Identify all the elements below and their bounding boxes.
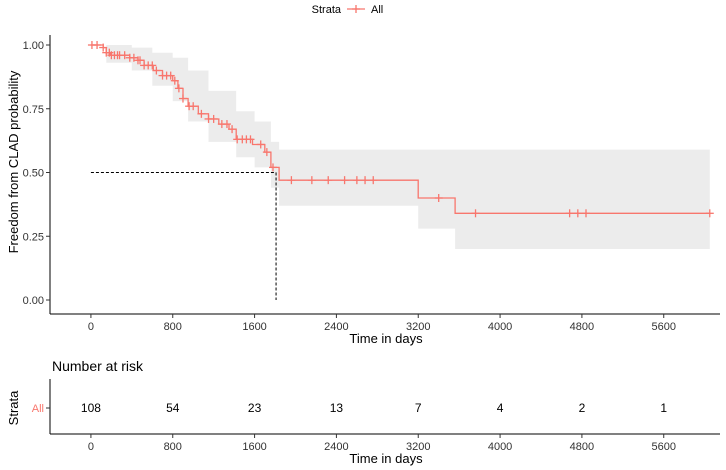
- censor-mark: [136, 56, 145, 65]
- x-tick-label: 4000: [488, 321, 512, 333]
- censor-mark: [148, 61, 157, 70]
- x-tick-label: 2400: [324, 321, 348, 333]
- y-tick-label: 0.50: [23, 168, 44, 180]
- x-tick-label: 3200: [406, 321, 430, 333]
- censor-mark: [471, 209, 480, 218]
- censor-marks: [87, 41, 714, 218]
- censor-mark: [170, 76, 179, 85]
- ci-band: [90, 45, 710, 249]
- censor-mark: [352, 176, 361, 185]
- censor-mark: [573, 209, 582, 218]
- risk-value: 13: [330, 401, 344, 415]
- y-tick-label: 0.00: [23, 295, 44, 307]
- main-x-ticks: 0 800 1600 2400 3200 4000 4800 5600: [88, 314, 676, 333]
- risk-x-ticks: 0 800 1600 2400 3200 4000 4800 5600: [88, 434, 676, 453]
- censor-mark: [166, 71, 175, 80]
- y-tick-label: 0.25: [23, 231, 44, 243]
- censor-mark: [174, 84, 183, 93]
- risk-x-tick-label: 5600: [651, 441, 675, 453]
- censor-mark: [197, 109, 206, 118]
- y-tick-label: 1.00: [23, 40, 44, 52]
- risk-table-title: Number at risk: [52, 358, 144, 374]
- censor-mark: [178, 94, 187, 103]
- x-tick-label: 1600: [242, 321, 266, 333]
- risk-x-axis-title: Time in days: [349, 451, 423, 466]
- censor-mark: [93, 41, 102, 49]
- risk-x-tick-label: 1600: [242, 441, 266, 453]
- legend-entry-all: All: [371, 4, 383, 16]
- censor-mark: [222, 120, 231, 129]
- censor-mark: [209, 114, 218, 123]
- censor-mark: [256, 140, 265, 149]
- risk-x-tick-label: 4800: [570, 441, 594, 453]
- risk-values: 108 54 23 13 7 4 2 1: [81, 401, 667, 415]
- y-tick-label: 0.75: [23, 104, 44, 116]
- risk-x-tick-label: 2400: [324, 441, 348, 453]
- censor-mark: [129, 53, 138, 62]
- censor-mark: [705, 209, 714, 218]
- censor-mark: [99, 43, 108, 52]
- main-y-axis-title: Freedom from CLAD probability: [6, 70, 21, 253]
- median-reference-lines: [90, 172, 277, 300]
- legend-title: Strata: [312, 4, 342, 16]
- x-tick-label: 5600: [651, 321, 675, 333]
- risk-x-tick-label: 800: [164, 441, 182, 453]
- censor-mark: [582, 209, 590, 218]
- confidence-band: [90, 45, 710, 249]
- main-y-ticks: 0.00 0.25 0.50 0.75 1.00: [23, 40, 50, 307]
- risk-value: 23: [248, 401, 262, 415]
- censor-mark: [307, 176, 316, 185]
- censor-mark: [361, 176, 370, 185]
- risk-value: 1: [660, 401, 667, 415]
- censor-mark: [565, 209, 574, 218]
- risk-x-tick-label: 4000: [488, 441, 512, 453]
- x-tick-label: 0: [88, 321, 94, 333]
- risk-value: 7: [415, 401, 422, 415]
- risk-value: 54: [166, 401, 180, 415]
- censor-mark: [324, 176, 333, 185]
- risk-row-label: All: [32, 403, 44, 415]
- censor-mark: [189, 102, 198, 111]
- censor-mark: [434, 194, 443, 202]
- censor-mark: [228, 125, 237, 134]
- censor-mark: [246, 135, 255, 144]
- risk-y-axis-title: Strata: [6, 390, 21, 425]
- risk-value: 108: [81, 401, 101, 415]
- censor-mark: [120, 51, 129, 60]
- risk-x-tick-label: 0: [88, 441, 94, 453]
- x-tick-label: 4800: [570, 321, 594, 333]
- censor-mark: [287, 176, 296, 185]
- risk-value: 2: [579, 401, 586, 415]
- censor-mark: [340, 176, 349, 185]
- legend: Strata All: [312, 4, 384, 16]
- censor-mark: [268, 163, 277, 172]
- x-tick-label: 800: [164, 321, 182, 333]
- censor-mark: [369, 176, 378, 185]
- risk-x-tick-label: 3200: [406, 441, 430, 453]
- risk-value: 4: [497, 401, 504, 415]
- censor-mark: [262, 148, 271, 157]
- main-x-axis-title: Time in days: [349, 331, 423, 346]
- censor-mark: [152, 66, 161, 75]
